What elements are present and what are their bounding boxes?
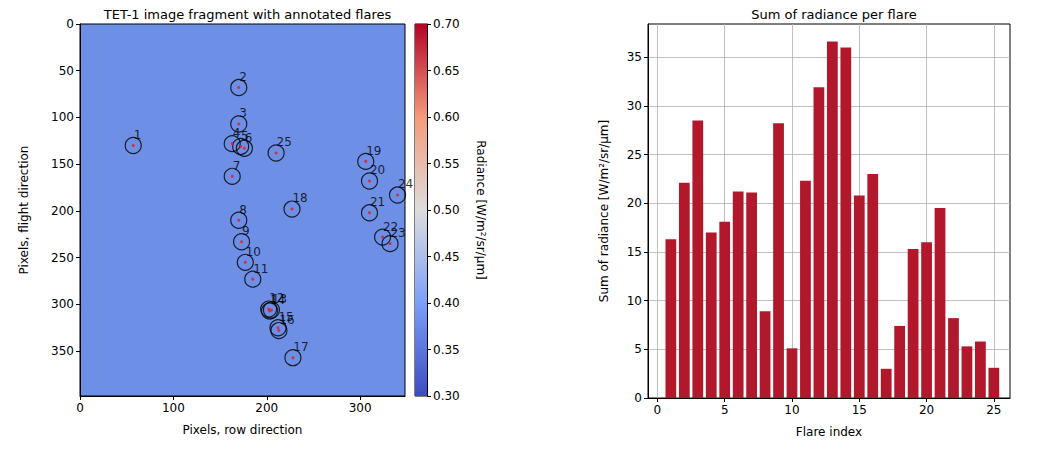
svg-text:0.35: 0.35 — [433, 343, 460, 357]
svg-text:350: 350 — [51, 344, 74, 358]
svg-text:30: 30 — [627, 99, 642, 113]
svg-text:1: 1 — [134, 128, 142, 142]
svg-text:25: 25 — [277, 135, 292, 149]
svg-text:20: 20 — [919, 403, 934, 417]
svg-text:Sum of radiance per flare: Sum of radiance per flare — [751, 7, 917, 22]
svg-text:23: 23 — [390, 226, 405, 240]
svg-text:5: 5 — [634, 342, 642, 356]
svg-text:200: 200 — [255, 401, 278, 415]
svg-text:10: 10 — [246, 245, 261, 259]
svg-text:8: 8 — [239, 203, 247, 217]
svg-text:20: 20 — [370, 163, 385, 177]
svg-text:17: 17 — [293, 340, 308, 354]
svg-text:0.45: 0.45 — [433, 250, 460, 264]
svg-text:7: 7 — [233, 159, 241, 173]
svg-text:Pixels, row direction: Pixels, row direction — [183, 423, 303, 437]
svg-text:Flare index: Flare index — [796, 425, 862, 439]
svg-text:35: 35 — [627, 50, 642, 64]
svg-text:250: 250 — [51, 251, 74, 265]
svg-text:0.55: 0.55 — [433, 157, 460, 171]
svg-text:15: 15 — [852, 403, 867, 417]
svg-text:0.40: 0.40 — [433, 296, 460, 310]
svg-text:15: 15 — [627, 245, 642, 259]
svg-text:2: 2 — [239, 70, 247, 84]
svg-text:Radiance [W/m²/sr/µm]: Radiance [W/m²/sr/µm] — [474, 140, 488, 280]
svg-text:Pixels, flight direction: Pixels, flight direction — [17, 146, 31, 275]
svg-text:11: 11 — [253, 262, 268, 276]
svg-text:0: 0 — [634, 391, 642, 405]
svg-text:300: 300 — [349, 401, 372, 415]
svg-text:0: 0 — [654, 403, 662, 417]
svg-text:19: 19 — [366, 144, 381, 158]
svg-text:0.50: 0.50 — [433, 203, 460, 217]
svg-text:25: 25 — [986, 403, 1001, 417]
svg-text:300: 300 — [51, 297, 74, 311]
svg-text:0: 0 — [66, 17, 74, 31]
svg-text:0.60: 0.60 — [433, 110, 460, 124]
svg-text:25: 25 — [627, 148, 642, 162]
svg-text:14: 14 — [270, 293, 285, 307]
svg-text:20: 20 — [627, 196, 642, 210]
svg-text:200: 200 — [51, 204, 74, 218]
svg-text:16: 16 — [279, 313, 294, 327]
svg-text:0.70: 0.70 — [433, 17, 460, 31]
svg-text:0.30: 0.30 — [433, 389, 460, 403]
svg-text:0.65: 0.65 — [433, 64, 460, 78]
svg-text:9: 9 — [242, 224, 250, 238]
svg-text:6: 6 — [245, 131, 253, 145]
svg-text:3: 3 — [239, 106, 247, 120]
svg-text:0: 0 — [76, 401, 84, 415]
svg-text:5: 5 — [721, 403, 729, 417]
svg-text:10: 10 — [784, 403, 799, 417]
svg-text:100: 100 — [51, 110, 74, 124]
svg-text:4: 4 — [233, 126, 241, 140]
svg-text:TET-1 image fragment with anno: TET-1 image fragment with annotated flar… — [103, 7, 392, 22]
svg-text:100: 100 — [162, 401, 185, 415]
svg-text:150: 150 — [51, 157, 74, 171]
svg-text:10: 10 — [627, 294, 642, 308]
svg-text:21: 21 — [370, 195, 385, 209]
svg-text:Sum of radiance [W/m²/sr/µm]: Sum of radiance [W/m²/sr/µm] — [597, 120, 611, 302]
svg-text:18: 18 — [292, 191, 307, 205]
svg-text:24: 24 — [398, 177, 413, 191]
svg-text:50: 50 — [59, 64, 74, 78]
